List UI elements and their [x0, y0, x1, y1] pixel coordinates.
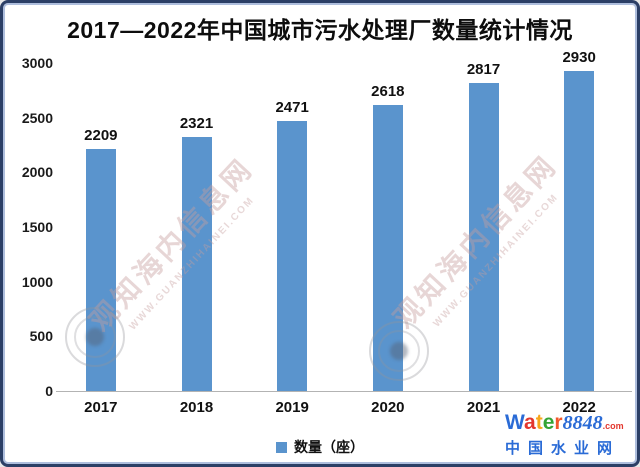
bar-2018 — [181, 137, 212, 391]
logo-letter: e — [542, 411, 555, 434]
logo-word-water: Water — [505, 412, 563, 433]
legend: 数量（座） — [3, 437, 637, 457]
x-category-label: 2021 — [466, 399, 501, 416]
y-tick-label: 2500 — [21, 109, 53, 126]
logo-letter: r — [554, 411, 563, 434]
legend-label: 数量（座） — [294, 439, 364, 455]
x-category-label: 2019 — [275, 399, 309, 416]
water8848-logo: Water8848.com 中国水业网 — [505, 412, 627, 458]
bar-2022 — [564, 70, 595, 391]
logo-letter: W — [505, 411, 525, 434]
y-tick-label: 3000 — [21, 55, 53, 71]
bar-2019 — [277, 120, 308, 391]
legend-swatch-icon — [276, 441, 287, 453]
bar-chart-plot-area: 0 500 1000 1500 2000 2500 3000 2209 2321 2471 261… — [3, 3, 637, 464]
y-tick-label: 1000 — [21, 273, 53, 290]
bar-value-label: 2930 — [562, 48, 596, 66]
bar-2020 — [372, 104, 403, 391]
bar-value-label: 2321 — [179, 115, 214, 133]
bar-value-label: 2618 — [371, 82, 405, 100]
x-category-label: 2020 — [371, 399, 405, 416]
x-category-label: 2022 — [562, 399, 596, 416]
bar-value-label: 2471 — [275, 98, 309, 116]
bar-2021 — [468, 83, 499, 391]
chart-title: 2017—2022年中国城市污水处理厂数量统计情况 — [67, 17, 573, 43]
water8848-wordmark: Water8848.com — [505, 412, 627, 436]
y-tick-label: 0 — [45, 383, 53, 399]
y-tick-label: 2000 — [21, 164, 53, 181]
logo-letter: a — [524, 411, 536, 434]
bar-2017 — [85, 149, 116, 391]
bar-value-label: 2817 — [466, 61, 501, 78]
logo-tld-com: .com — [602, 421, 624, 431]
x-category-label: 2017 — [84, 399, 118, 416]
y-tick-label: 500 — [29, 328, 53, 345]
x-axis-line — [56, 391, 632, 392]
bar-value-label: 2209 — [84, 127, 118, 145]
logo-letter: t — [535, 411, 543, 434]
x-category-label: 2018 — [179, 399, 214, 416]
y-tick-label: 1500 — [21, 219, 53, 235]
logo-number-8848: 8848 — [562, 412, 603, 434]
logo-subtitle: 中国水业网 — [505, 440, 621, 457]
